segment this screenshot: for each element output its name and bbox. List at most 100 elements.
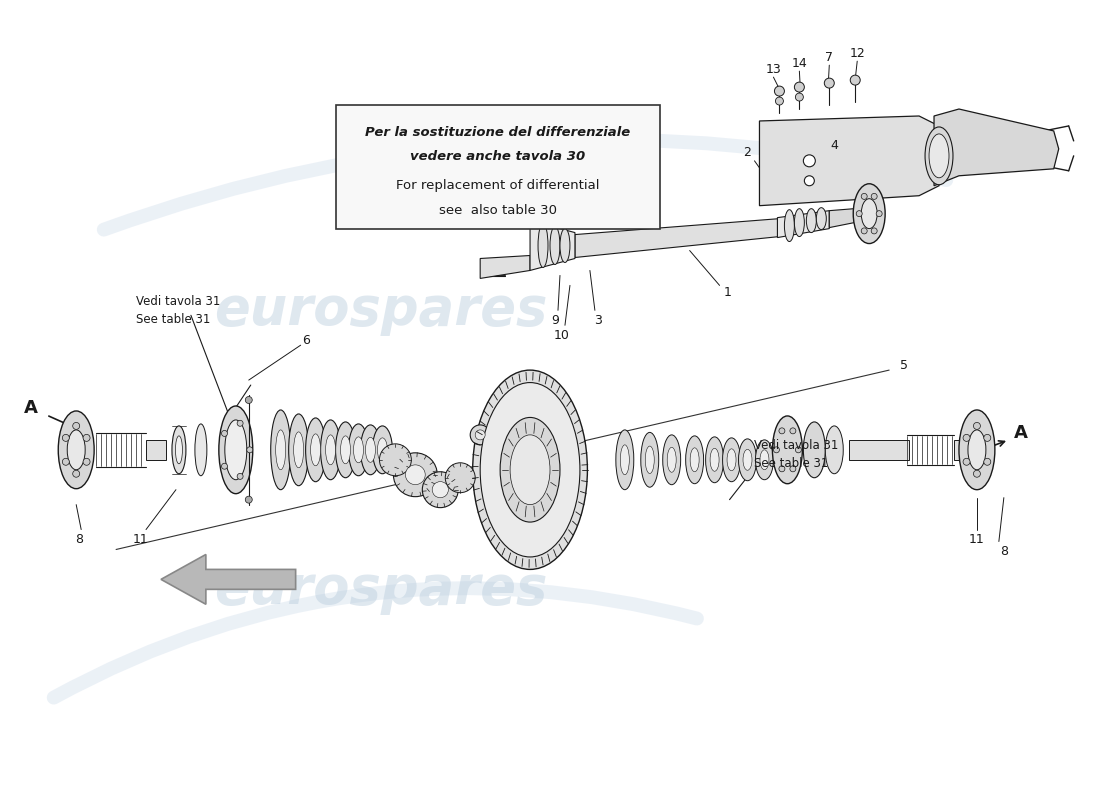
Ellipse shape xyxy=(361,425,381,474)
Ellipse shape xyxy=(738,439,757,481)
Text: 2: 2 xyxy=(744,146,751,159)
Ellipse shape xyxy=(288,414,309,486)
Ellipse shape xyxy=(723,438,740,482)
Ellipse shape xyxy=(742,450,752,470)
Ellipse shape xyxy=(341,436,351,464)
Ellipse shape xyxy=(172,426,186,474)
Text: 11: 11 xyxy=(133,533,148,546)
Ellipse shape xyxy=(825,426,844,474)
Ellipse shape xyxy=(67,430,85,470)
Text: vedere anche tavola 30: vedere anche tavola 30 xyxy=(410,150,585,163)
Circle shape xyxy=(824,78,834,88)
Polygon shape xyxy=(778,210,829,238)
Circle shape xyxy=(773,447,780,453)
Ellipse shape xyxy=(727,449,736,470)
Text: eurospares: eurospares xyxy=(213,284,547,336)
Ellipse shape xyxy=(294,432,304,468)
Text: 11: 11 xyxy=(969,533,984,546)
Circle shape xyxy=(877,210,882,217)
Text: 8: 8 xyxy=(75,533,84,546)
Polygon shape xyxy=(759,116,939,206)
Text: 8: 8 xyxy=(1000,545,1008,558)
Ellipse shape xyxy=(806,209,816,233)
Text: 12: 12 xyxy=(849,46,865,60)
Text: 1: 1 xyxy=(724,286,732,299)
Ellipse shape xyxy=(641,432,659,487)
Circle shape xyxy=(238,420,243,426)
Ellipse shape xyxy=(662,435,681,485)
Circle shape xyxy=(246,447,253,453)
Circle shape xyxy=(794,82,804,92)
FancyArrowPatch shape xyxy=(103,140,946,230)
Ellipse shape xyxy=(224,420,246,480)
Circle shape xyxy=(974,422,980,430)
Text: 7: 7 xyxy=(825,50,834,64)
Circle shape xyxy=(795,93,803,101)
Text: 10: 10 xyxy=(554,329,570,342)
Circle shape xyxy=(861,228,867,234)
Ellipse shape xyxy=(854,184,886,243)
Text: For replacement of differential: For replacement of differential xyxy=(396,179,600,192)
Circle shape xyxy=(804,176,814,186)
Ellipse shape xyxy=(353,437,363,462)
Circle shape xyxy=(73,470,79,478)
Bar xyxy=(954,440,976,460)
Text: Per la sostituzione del differenziale: Per la sostituzione del differenziale xyxy=(365,126,630,138)
Polygon shape xyxy=(829,209,855,228)
Ellipse shape xyxy=(560,229,570,262)
Circle shape xyxy=(84,458,90,466)
Ellipse shape xyxy=(930,134,949,178)
Circle shape xyxy=(964,458,970,466)
Ellipse shape xyxy=(690,448,700,472)
Ellipse shape xyxy=(481,382,580,557)
Text: Vedi tavola 31
See table 31: Vedi tavola 31 See table 31 xyxy=(755,439,839,470)
Circle shape xyxy=(871,228,877,234)
Circle shape xyxy=(974,470,980,478)
Text: A: A xyxy=(24,399,38,417)
Circle shape xyxy=(850,75,860,85)
Ellipse shape xyxy=(760,450,769,470)
Ellipse shape xyxy=(336,422,355,478)
Ellipse shape xyxy=(276,430,286,470)
Ellipse shape xyxy=(195,424,207,476)
Text: 13: 13 xyxy=(766,62,781,76)
Polygon shape xyxy=(530,221,575,270)
Ellipse shape xyxy=(685,436,704,484)
Ellipse shape xyxy=(772,416,802,484)
Ellipse shape xyxy=(705,437,724,482)
Ellipse shape xyxy=(861,198,877,229)
Bar xyxy=(336,105,660,229)
Text: Vedi tavola 31
See table 31: Vedi tavola 31 See table 31 xyxy=(136,295,220,326)
Circle shape xyxy=(245,496,252,503)
Text: eurospares: eurospares xyxy=(213,563,547,615)
Ellipse shape xyxy=(510,435,550,505)
Ellipse shape xyxy=(711,448,719,471)
Circle shape xyxy=(964,434,970,442)
Bar xyxy=(849,440,909,460)
FancyArrowPatch shape xyxy=(54,588,697,698)
Ellipse shape xyxy=(794,209,804,237)
Circle shape xyxy=(394,453,438,497)
Circle shape xyxy=(779,466,785,472)
Circle shape xyxy=(795,447,802,453)
Circle shape xyxy=(422,472,459,508)
Circle shape xyxy=(776,97,783,105)
Ellipse shape xyxy=(550,226,560,265)
Text: 4: 4 xyxy=(830,139,838,152)
Text: see  also table 30: see also table 30 xyxy=(439,203,557,217)
Polygon shape xyxy=(161,554,296,604)
Circle shape xyxy=(238,474,243,479)
Circle shape xyxy=(779,428,785,434)
Polygon shape xyxy=(575,218,780,258)
Ellipse shape xyxy=(784,210,794,242)
Circle shape xyxy=(221,430,228,437)
Ellipse shape xyxy=(816,208,826,230)
Circle shape xyxy=(803,155,815,167)
Ellipse shape xyxy=(646,446,654,474)
Circle shape xyxy=(774,86,784,96)
Ellipse shape xyxy=(377,438,387,462)
Ellipse shape xyxy=(58,411,95,489)
Circle shape xyxy=(63,434,69,442)
Circle shape xyxy=(470,425,491,445)
Ellipse shape xyxy=(538,224,548,267)
